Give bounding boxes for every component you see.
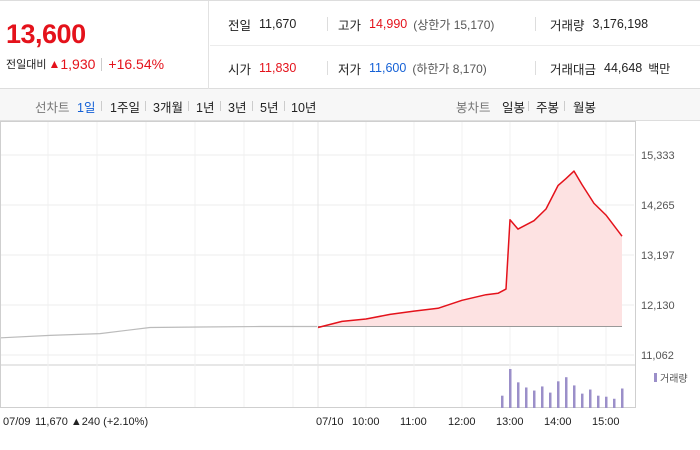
volume-bar — [581, 393, 584, 408]
line-chart-label: 선차트 — [35, 101, 70, 115]
high-stat: 고가 14,990 (상한가 15,170) — [338, 14, 494, 34]
price-box: 13,600 전일대비 ▲ 1,930 +16.54% — [0, 1, 209, 89]
divider — [101, 57, 103, 71]
volume-bar — [621, 388, 624, 408]
volume-bar — [509, 369, 512, 408]
volume-legend-label: 거래량 — [660, 373, 688, 385]
tab-3y[interactable]: 3년 — [228, 101, 247, 115]
volume-bar — [565, 377, 568, 408]
open-label: 시가 — [228, 62, 252, 77]
volume-bar — [573, 385, 576, 408]
volume-bar — [605, 396, 608, 408]
x-tick-label: 14:00 — [544, 416, 572, 428]
prev-close-stat: 전일 11,670 — [228, 14, 296, 34]
price-chart[interactable]: 15,333 14,265 13,197 12,130 11,062 거래량 07/09 11… — [0, 121, 700, 450]
divider — [145, 101, 146, 111]
open-value: 11,830 — [259, 61, 297, 75]
volume-bar — [525, 387, 528, 408]
y-tick-label: 14,265 — [641, 200, 675, 212]
volume-bar — [597, 395, 600, 408]
volume-bar — [557, 381, 560, 408]
volume-label: 거래량 — [550, 18, 585, 33]
change-label: 전일대비 — [6, 59, 47, 71]
divider — [220, 101, 221, 111]
tab-monthly[interactable]: 월봉 — [573, 101, 597, 115]
change-percent: +16.54% — [108, 56, 165, 72]
amount-stat: 거래대금 44,648 백만 — [550, 58, 670, 78]
divider — [252, 101, 253, 111]
x-tick-label: 12:00 — [448, 416, 476, 428]
high-value: 14,990 — [369, 17, 408, 31]
x-tick-label: 15:00 — [592, 416, 620, 428]
low-label: 저가 — [338, 62, 362, 77]
divider — [327, 61, 328, 75]
current-price: 13,600 — [6, 19, 86, 49]
open-stat: 시가 11,830 — [228, 58, 296, 78]
x-tick-label: 11:00 — [400, 416, 427, 428]
x-tick-label: 07/10 — [316, 416, 344, 428]
divider — [528, 101, 529, 111]
volume-stat: 거래량 3,176,198 — [550, 14, 648, 34]
volume-value: 3,176,198 — [592, 17, 649, 31]
prev-close-label: 전일 — [228, 18, 252, 33]
y-tick-label: 13,197 — [641, 250, 675, 262]
tab-1d[interactable]: 1일 — [77, 101, 96, 115]
low-value: 11,600 — [369, 61, 407, 75]
upper-limit: (상한가 15,170) — [413, 17, 495, 32]
up-arrow-icon: ▲ — [48, 57, 61, 71]
volume-bar — [549, 392, 552, 408]
volume-bar — [541, 386, 544, 408]
today-price-line — [317, 170, 623, 329]
x-tick-label: 10:00 — [352, 416, 380, 428]
divider — [327, 17, 328, 31]
candle-chart-label: 봉차트 — [456, 101, 491, 115]
volume-bar — [517, 382, 520, 408]
tab-10y[interactable]: 10년 — [291, 101, 317, 115]
y-tick-label: 11,062 — [641, 350, 674, 362]
amount-value: 44,648 — [604, 61, 643, 75]
tab-weekly[interactable]: 주봉 — [536, 101, 560, 115]
price-area-fill — [318, 171, 622, 328]
volume-bar — [613, 398, 616, 408]
divider — [188, 101, 189, 111]
divider — [535, 61, 536, 75]
tab-3m[interactable]: 3개월 — [153, 101, 183, 115]
volume-bar — [589, 389, 592, 408]
divider — [101, 101, 102, 111]
y-tick-label: 15,333 — [641, 150, 675, 162]
tab-5y[interactable]: 5년 — [260, 101, 279, 115]
quote-summary-panel: 13,600 전일대비 ▲ 1,930 +16.54% 전일 11,670 고가… — [0, 0, 700, 89]
prev-close-value: 11,670 — [259, 17, 297, 31]
low-stat: 저가 11,600 (하한가 8,170) — [338, 58, 487, 78]
x-tick-label: 13:00 — [496, 416, 524, 428]
lower-limit: (하한가 8,170) — [412, 61, 487, 76]
y-tick-label: 12,130 — [641, 300, 675, 312]
volume-bar — [533, 390, 536, 408]
price-change-row: 전일대비 ▲ 1,930 +16.54% — [6, 56, 164, 72]
amount-label: 거래대금 — [550, 62, 597, 77]
volume-legend-swatch — [654, 373, 657, 382]
amount-unit: 백만 — [648, 61, 671, 76]
divider — [564, 101, 565, 111]
plot-frame — [0, 121, 636, 408]
divider — [535, 17, 536, 31]
prev-day-price-line — [0, 325, 317, 339]
high-label: 고가 — [338, 18, 362, 33]
change-amount: 1,930 — [60, 56, 96, 72]
tab-daily[interactable]: 일봉 — [502, 101, 526, 115]
x-tick-label: 07/09 — [3, 416, 31, 428]
prev-day-price-label: 11,670 ▲240 (+2.10%) — [35, 416, 148, 428]
tab-1y[interactable]: 1년 — [196, 101, 215, 115]
chart-period-tabs: 선차트 1일 1주일 3개월 1년 3년 5년 10년 봉차트 일봉 주봉 월봉 — [0, 89, 700, 121]
tab-1w[interactable]: 1주일 — [110, 101, 140, 115]
volume-bar — [501, 395, 504, 408]
price-chart-svg: 15,333 14,265 13,197 12,130 11,062 거래량 07/09 11… — [0, 121, 688, 428]
divider — [210, 45, 700, 46]
divider — [284, 101, 285, 111]
